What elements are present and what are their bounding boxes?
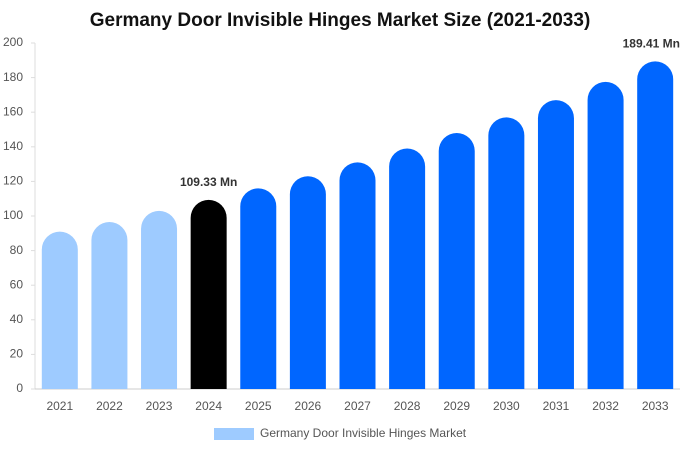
- x-tick-label: 2028: [394, 399, 421, 413]
- y-tick-label: 120: [3, 174, 23, 188]
- bar: [537, 100, 574, 389]
- x-tick-label: 2022: [96, 399, 123, 413]
- bar: [289, 176, 326, 389]
- y-tick-label: 100: [3, 208, 23, 222]
- legend-label: Germany Door Invisible Hinges Market: [260, 426, 467, 440]
- bar: [240, 188, 277, 389]
- value-label: 189.41 Mn: [623, 36, 680, 50]
- y-tick-label: 40: [10, 312, 24, 326]
- x-tick-label: 2032: [592, 399, 619, 413]
- bar: [91, 222, 128, 389]
- x-tick-label: 2021: [46, 399, 73, 413]
- x-tick-label: 2031: [543, 399, 570, 413]
- x-tick-label: 2030: [493, 399, 520, 413]
- bar: [389, 148, 426, 389]
- bar: [587, 81, 624, 390]
- bar: [141, 210, 178, 389]
- y-tick-label: 140: [3, 139, 23, 153]
- y-tick-label: 200: [3, 35, 23, 49]
- bar: [190, 199, 227, 389]
- y-tick-label: 60: [10, 277, 24, 291]
- chart-title: Germany Door Invisible Hinges Market Siz…: [90, 10, 591, 31]
- bar: [637, 61, 674, 389]
- bar: [438, 132, 475, 389]
- legend-swatch: [214, 428, 254, 440]
- x-tick-label: 2024: [195, 399, 222, 413]
- x-tick-label: 2033: [642, 399, 669, 413]
- bar: [339, 162, 376, 389]
- y-tick-label: 160: [3, 104, 23, 118]
- bar: [41, 231, 78, 389]
- y-tick-label: 180: [3, 70, 23, 84]
- bar: [488, 117, 525, 389]
- y-tick-label: 0: [16, 381, 23, 395]
- x-tick-label: 2025: [245, 399, 272, 413]
- x-tick-label: 2027: [344, 399, 371, 413]
- x-tick-label: 2026: [295, 399, 322, 413]
- x-tick-label: 2029: [443, 399, 470, 413]
- x-tick-label: 2023: [146, 399, 173, 413]
- y-tick-label: 20: [10, 347, 24, 361]
- y-tick-label: 80: [10, 243, 24, 257]
- value-label: 109.33 Mn: [180, 175, 237, 189]
